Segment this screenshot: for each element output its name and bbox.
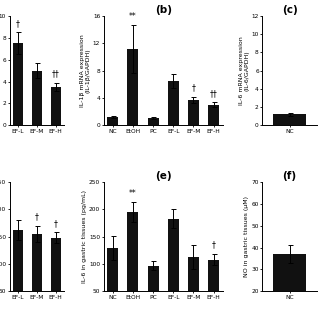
Bar: [51, 87, 61, 125]
Text: †: †: [192, 83, 196, 92]
Bar: [107, 247, 118, 318]
Title: (b): (b): [155, 5, 172, 15]
Text: †: †: [35, 212, 39, 221]
Bar: [32, 71, 42, 125]
Title: (e): (e): [155, 171, 172, 181]
Bar: [51, 238, 61, 318]
Y-axis label: IL-6 mRNA expression
(IL-6/GAPDH): IL-6 mRNA expression (IL-6/GAPDH): [238, 36, 249, 105]
Text: **: **: [129, 189, 137, 198]
Title: (f): (f): [283, 171, 297, 181]
Bar: [127, 212, 139, 318]
Text: †: †: [54, 219, 58, 228]
Bar: [208, 260, 219, 318]
Bar: [168, 219, 179, 318]
Bar: [273, 114, 306, 125]
Bar: [208, 105, 219, 125]
Text: **: **: [129, 12, 137, 20]
Y-axis label: IL-1β mRNA expression
(IL-1β/GAPDH): IL-1β mRNA expression (IL-1β/GAPDH): [80, 34, 91, 107]
Bar: [13, 230, 23, 318]
Text: ††: ††: [210, 89, 218, 98]
Bar: [148, 118, 159, 125]
Text: †: †: [16, 19, 20, 28]
Bar: [107, 117, 118, 125]
Y-axis label: NO in gastric tissues (μM): NO in gastric tissues (μM): [244, 196, 249, 277]
Bar: [188, 100, 199, 125]
Title: (c): (c): [282, 5, 297, 15]
Bar: [273, 254, 306, 320]
Text: †: †: [212, 241, 216, 250]
Y-axis label: IL-6 in gastric tissues (pg/mL): IL-6 in gastric tissues (pg/mL): [82, 190, 87, 283]
Bar: [127, 49, 139, 125]
Text: ††: ††: [52, 69, 60, 78]
Bar: [168, 81, 179, 125]
Bar: [148, 266, 159, 318]
Bar: [188, 257, 199, 318]
Bar: [13, 43, 23, 125]
Bar: [32, 234, 42, 318]
